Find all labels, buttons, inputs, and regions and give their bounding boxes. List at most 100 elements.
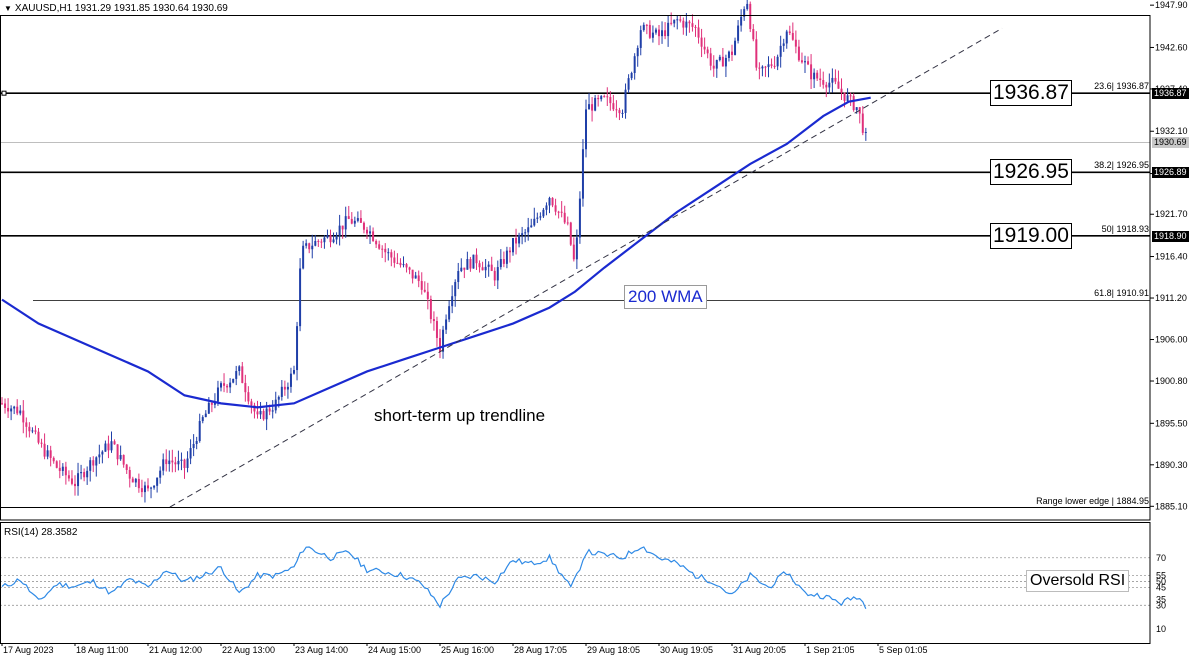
candle bbox=[645, 23, 648, 35]
candle bbox=[478, 260, 481, 273]
candle bbox=[244, 374, 247, 402]
candle bbox=[238, 365, 241, 376]
candle bbox=[557, 210, 560, 219]
candle bbox=[241, 361, 244, 384]
candle bbox=[819, 68, 822, 87]
candle bbox=[131, 476, 134, 483]
candle bbox=[694, 24, 697, 37]
candle bbox=[460, 258, 463, 273]
candle bbox=[685, 13, 688, 36]
candle bbox=[183, 458, 186, 479]
candle bbox=[37, 428, 40, 445]
candle bbox=[414, 271, 417, 279]
candle bbox=[755, 31, 758, 71]
x-tick-label: 30 Aug 19:05 bbox=[660, 645, 713, 655]
candle bbox=[834, 69, 837, 85]
rsi-tick-label: 10 bbox=[1156, 624, 1166, 634]
candle bbox=[499, 249, 502, 270]
candle bbox=[177, 450, 180, 471]
wma-200-line bbox=[1, 96, 871, 409]
candle bbox=[393, 250, 396, 268]
time-axis: 17 Aug 2023 18 Aug 11:00 21 Aug 12:00 22 Au… bbox=[1, 643, 928, 655]
candle bbox=[764, 65, 767, 77]
dropdown-triangle-icon[interactable]: ▼ bbox=[4, 4, 12, 13]
x-tick-label: 1 Sep 21:05 bbox=[806, 645, 855, 655]
candle bbox=[61, 463, 64, 476]
rsi-tick-label: 35 bbox=[1156, 594, 1166, 604]
candle bbox=[308, 242, 311, 254]
candle bbox=[13, 405, 16, 415]
candle bbox=[235, 365, 238, 386]
candle bbox=[10, 405, 13, 421]
candle bbox=[591, 97, 594, 122]
rsi-title: RSI(14) 28.3582 bbox=[4, 527, 78, 538]
candle bbox=[581, 139, 584, 207]
x-tick-label: 28 Aug 17:05 bbox=[514, 645, 567, 655]
candle bbox=[25, 417, 28, 438]
candle bbox=[752, 24, 755, 42]
candle bbox=[627, 74, 630, 93]
trend-layer bbox=[169, 27, 1003, 508]
candle bbox=[372, 227, 375, 242]
candle bbox=[788, 25, 791, 36]
candle bbox=[508, 247, 511, 263]
candle bbox=[816, 70, 819, 82]
candle bbox=[810, 54, 813, 90]
candle bbox=[560, 201, 563, 218]
candle bbox=[223, 373, 226, 393]
candle bbox=[624, 83, 627, 119]
candle bbox=[813, 68, 816, 89]
candle bbox=[770, 58, 773, 69]
rsi-line bbox=[1, 546, 867, 609]
y-tick-label: 1932.10 bbox=[1155, 126, 1188, 136]
candle bbox=[457, 262, 460, 290]
candle bbox=[317, 239, 320, 247]
candle bbox=[67, 470, 70, 482]
candle bbox=[289, 367, 292, 393]
candle bbox=[226, 383, 229, 393]
candle bbox=[31, 427, 34, 434]
candle bbox=[800, 52, 803, 64]
candle bbox=[253, 402, 256, 419]
candle bbox=[512, 237, 514, 256]
candle bbox=[137, 473, 140, 493]
x-tick-label: 21 Aug 12:00 bbox=[149, 645, 202, 655]
candle bbox=[785, 29, 788, 49]
candle bbox=[439, 329, 441, 359]
candle bbox=[378, 240, 381, 250]
candle bbox=[597, 94, 600, 107]
level-price-box: 1926.95 bbox=[990, 159, 1072, 186]
rsi-tick-label: 50 bbox=[1156, 577, 1166, 587]
candle bbox=[642, 22, 645, 32]
candle bbox=[767, 56, 770, 78]
candle bbox=[420, 272, 423, 295]
candle bbox=[150, 486, 153, 499]
candle bbox=[703, 37, 706, 55]
candle bbox=[16, 399, 19, 416]
candle bbox=[201, 415, 204, 424]
candle bbox=[329, 229, 332, 248]
candle bbox=[320, 238, 323, 249]
candle bbox=[83, 468, 86, 482]
candle bbox=[259, 401, 262, 419]
rsi-tick-label: 70 bbox=[1156, 553, 1166, 563]
candle bbox=[314, 234, 317, 247]
candle bbox=[575, 229, 578, 270]
candle bbox=[807, 56, 810, 66]
candle bbox=[731, 44, 733, 62]
candle bbox=[864, 127, 867, 141]
candle bbox=[134, 477, 137, 487]
candle bbox=[74, 475, 76, 496]
candle bbox=[89, 457, 92, 482]
candle bbox=[740, 9, 743, 32]
candle bbox=[518, 232, 521, 248]
x-tick-label: 31 Aug 20:05 bbox=[733, 645, 786, 655]
candle bbox=[387, 248, 390, 261]
candle bbox=[80, 464, 83, 480]
price-tag: 1936.87 bbox=[1152, 87, 1189, 99]
candle bbox=[229, 378, 232, 394]
candle bbox=[548, 196, 551, 214]
candle bbox=[667, 15, 670, 47]
candle bbox=[405, 262, 408, 273]
candle bbox=[609, 91, 612, 111]
